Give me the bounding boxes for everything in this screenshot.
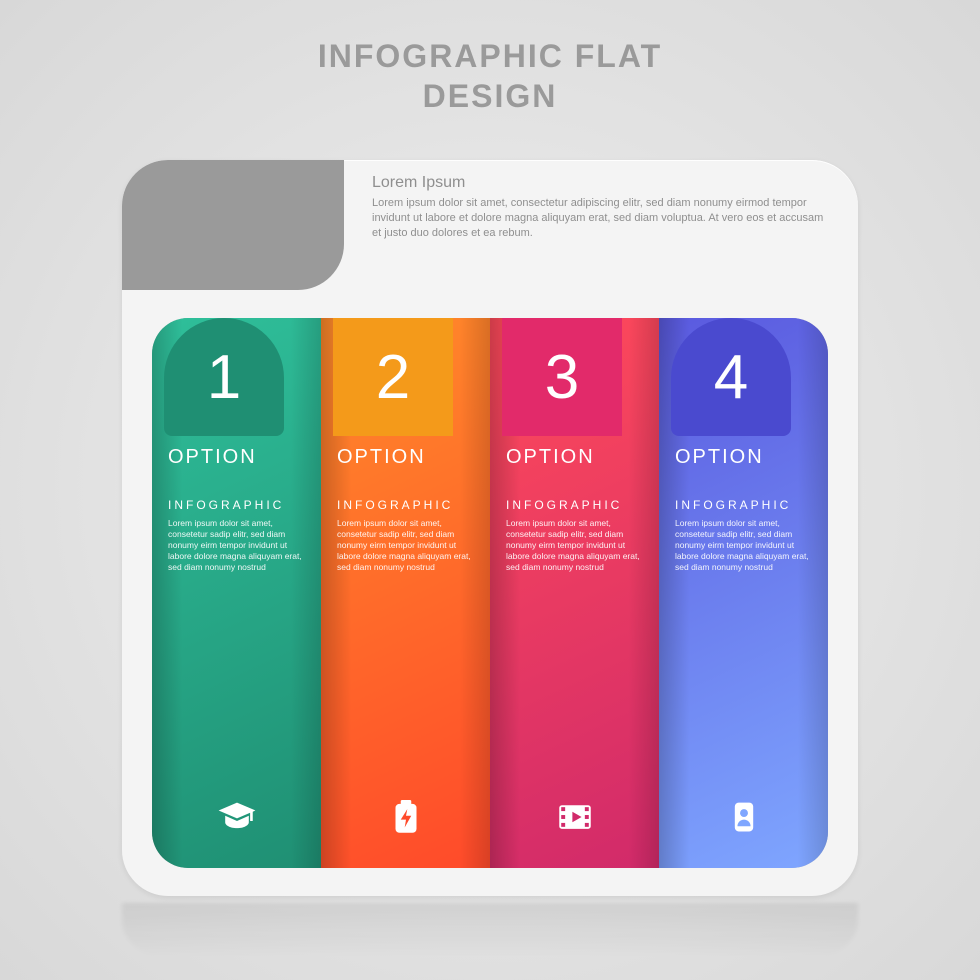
sub-label-2: INFOGRAPHIC	[337, 498, 453, 512]
number-badge-3: 3	[502, 318, 622, 436]
number-1: 1	[207, 342, 241, 413]
header-title: Lorem Ipsum	[372, 174, 832, 192]
graduation-cap-icon	[152, 796, 321, 838]
option-label-3: OPTION	[506, 446, 595, 469]
header-text-block: Lorem Ipsum Lorem ipsum dolor sit amet, …	[372, 174, 832, 241]
number-badge-2: 2	[333, 318, 453, 436]
number-2: 2	[376, 342, 410, 413]
number-3: 3	[545, 342, 579, 413]
option-label-1: OPTION	[168, 446, 257, 469]
sub-label-1: INFOGRAPHIC	[168, 498, 284, 512]
card-reflection	[122, 903, 858, 957]
header-tab	[122, 160, 344, 290]
columns-container: 1 OPTION INFOGRAPHIC Lorem ipsum dolor s…	[152, 318, 828, 868]
body-text-3: Lorem ipsum dolor sit amet, consetetur s…	[506, 518, 645, 573]
number-badge-1: 1	[164, 318, 284, 436]
option-column-1: 1 OPTION INFOGRAPHIC Lorem ipsum dolor s…	[152, 318, 321, 868]
body-text-4: Lorem ipsum dolor sit amet, consetetur s…	[675, 518, 814, 573]
option-label-2: OPTION	[337, 446, 426, 469]
sub-label-3: INFOGRAPHIC	[506, 498, 622, 512]
number-badge-4: 4	[671, 318, 791, 436]
number-4: 4	[714, 342, 748, 413]
option-column-2: 2 OPTION INFOGRAPHIC Lorem ipsum dolor s…	[321, 318, 490, 868]
body-text-2: Lorem ipsum dolor sit amet, consetetur s…	[337, 518, 476, 573]
body-text-1: Lorem ipsum dolor sit amet, consetetur s…	[168, 518, 307, 573]
option-label-4: OPTION	[675, 446, 764, 469]
option-column-3: 3 OPTION INFOGRAPHIC Lorem ipsum dolor s…	[490, 318, 659, 868]
battery-bolt-icon	[321, 796, 490, 838]
infographic-card: Lorem Ipsum Lorem ipsum dolor sit amet, …	[122, 160, 858, 896]
sub-label-4: INFOGRAPHIC	[675, 498, 791, 512]
id-card-icon	[659, 796, 828, 838]
option-column-4: 4 OPTION INFOGRAPHIC Lorem ipsum dolor s…	[659, 318, 828, 868]
film-play-icon	[490, 796, 659, 838]
header-body: Lorem ipsum dolor sit amet, consectetur …	[372, 196, 832, 241]
page-title: INFOGRAPHIC FLAT DESIGN	[318, 36, 662, 116]
